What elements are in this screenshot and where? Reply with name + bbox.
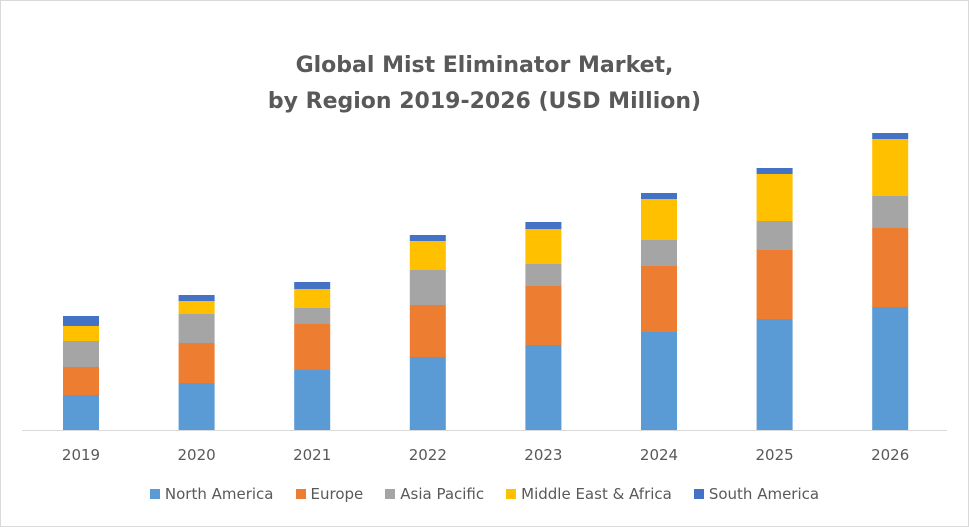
bar-segment-middle-east-africa-2023 (525, 229, 562, 264)
bar-segment-south-america-2025 (756, 168, 793, 174)
legend-label: North America (164, 485, 274, 503)
bar-segment-asia-pacific-2023 (525, 264, 562, 286)
legend-swatch (385, 489, 396, 499)
bar-segment-south-america-2023 (525, 222, 562, 229)
legend-label: Europe (310, 485, 364, 503)
x-tick-label: 2022 (409, 446, 447, 464)
bar-segment-middle-east-africa-2021 (294, 289, 331, 308)
legend-item: Middle East & Africa (506, 485, 672, 503)
bar-segment-asia-pacific-2022 (409, 270, 446, 305)
bar-segment-south-america-2020 (178, 295, 215, 301)
bar-segment-asia-pacific-2021 (294, 308, 331, 324)
bar-segment-south-america-2022 (409, 235, 446, 241)
bar-segment-europe-2020 (178, 343, 215, 383)
bar-segment-europe-2021 (294, 324, 331, 370)
bar-segment-north-america-2023 (525, 345, 562, 430)
legend-swatch (295, 489, 306, 499)
x-tick-label: 2023 (524, 446, 562, 464)
bar-segment-europe-2022 (409, 305, 446, 357)
bar-segment-asia-pacific-2025 (756, 221, 793, 250)
bar-segment-europe-2025 (756, 250, 793, 319)
bar-segment-north-america-2025 (756, 319, 793, 430)
bar-segment-asia-pacific-2019 (63, 341, 99, 367)
legend-swatch (693, 489, 704, 499)
bar-segment-north-america-2019 (63, 395, 99, 430)
bar-segment-europe-2019 (63, 367, 99, 395)
bar-segment-north-america-2026 (872, 307, 909, 430)
bar-segment-europe-2026 (872, 228, 909, 307)
bar-segment-south-america-2026 (872, 133, 909, 139)
legend-label: Asia Pacific (400, 485, 485, 503)
legend-label: South America (708, 485, 820, 503)
bar-segment-south-america-2024 (641, 193, 677, 199)
legend-label: Middle East & Africa (521, 485, 672, 503)
bar-segment-middle-east-africa-2022 (409, 241, 446, 270)
bar-segment-north-america-2021 (294, 370, 331, 430)
bar-segment-middle-east-africa-2020 (178, 301, 215, 314)
bar-segment-middle-east-africa-2026 (872, 139, 909, 196)
bar-segment-europe-2023 (525, 286, 562, 345)
bar-segment-south-america-2019 (63, 316, 99, 326)
bar-segment-asia-pacific-2026 (872, 196, 909, 228)
bar-segment-europe-2024 (641, 266, 677, 332)
legend-swatch (149, 489, 160, 499)
bar-segment-north-america-2024 (641, 332, 677, 430)
bar-segment-north-america-2020 (178, 383, 215, 430)
bar-segment-south-america-2021 (294, 282, 331, 289)
x-tick-label: 2024 (640, 446, 678, 464)
legend: North America Europe Asia Pacific Middle Ea… (0, 485, 969, 503)
bar-segment-asia-pacific-2024 (641, 240, 677, 266)
x-tick-label: 2025 (756, 446, 794, 464)
legend-item: North America (149, 485, 274, 503)
bar-segment-north-america-2022 (409, 357, 446, 430)
legend-item: Asia Pacific (385, 485, 484, 503)
legend-item: Europe (295, 485, 364, 503)
legend-item: South America (693, 485, 820, 503)
bar-segment-middle-east-africa-2025 (756, 174, 793, 221)
x-tick-label: 2021 (293, 446, 331, 464)
bar-segment-asia-pacific-2020 (178, 314, 215, 343)
bar-segment-middle-east-africa-2024 (641, 199, 677, 240)
legend-swatch (506, 489, 517, 499)
x-tick-label: 2026 (871, 446, 909, 464)
chart-title: Global Mist Eliminator Market, (295, 53, 674, 78)
x-tick-label: 2019 (62, 446, 100, 464)
x-tick-label: 2020 (178, 446, 216, 464)
chart-subtitle: by Region 2019-2026 (USD Million) (267, 89, 702, 114)
bar-segment-middle-east-africa-2019 (63, 326, 99, 341)
